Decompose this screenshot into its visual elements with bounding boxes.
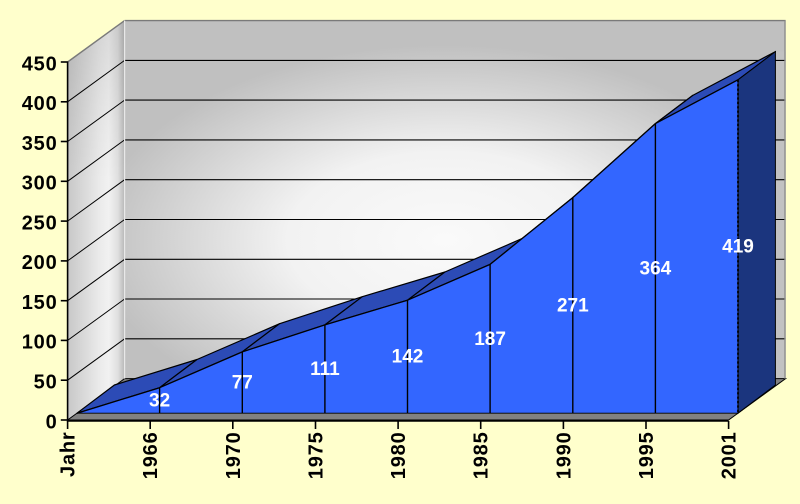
svg-text:1970: 1970	[223, 432, 245, 480]
svg-text:2001: 2001	[719, 432, 741, 480]
svg-text:200: 200	[22, 252, 58, 274]
svg-text:Jahr: Jahr	[58, 432, 80, 477]
svg-text:300: 300	[22, 173, 58, 195]
svg-text:1975: 1975	[306, 432, 328, 480]
svg-text:142: 142	[392, 347, 424, 368]
svg-text:364: 364	[640, 258, 672, 279]
svg-text:1980: 1980	[388, 432, 410, 480]
svg-text:77: 77	[232, 373, 253, 394]
svg-text:0: 0	[46, 411, 58, 433]
svg-text:32: 32	[149, 390, 170, 411]
svg-text:450: 450	[22, 53, 58, 75]
svg-text:271: 271	[557, 295, 589, 316]
svg-text:350: 350	[22, 133, 58, 155]
svg-text:1985: 1985	[471, 432, 493, 480]
svg-text:100: 100	[22, 332, 58, 354]
svg-text:400: 400	[22, 93, 58, 115]
svg-text:150: 150	[22, 292, 58, 314]
svg-text:1995: 1995	[636, 432, 658, 480]
svg-text:1990: 1990	[553, 432, 575, 480]
svg-text:1966: 1966	[140, 432, 162, 480]
svg-text:50: 50	[34, 372, 58, 394]
svg-text:187: 187	[474, 329, 506, 350]
svg-text:111: 111	[310, 359, 340, 380]
svg-text:419: 419	[722, 237, 754, 258]
svg-text:250: 250	[22, 212, 58, 234]
